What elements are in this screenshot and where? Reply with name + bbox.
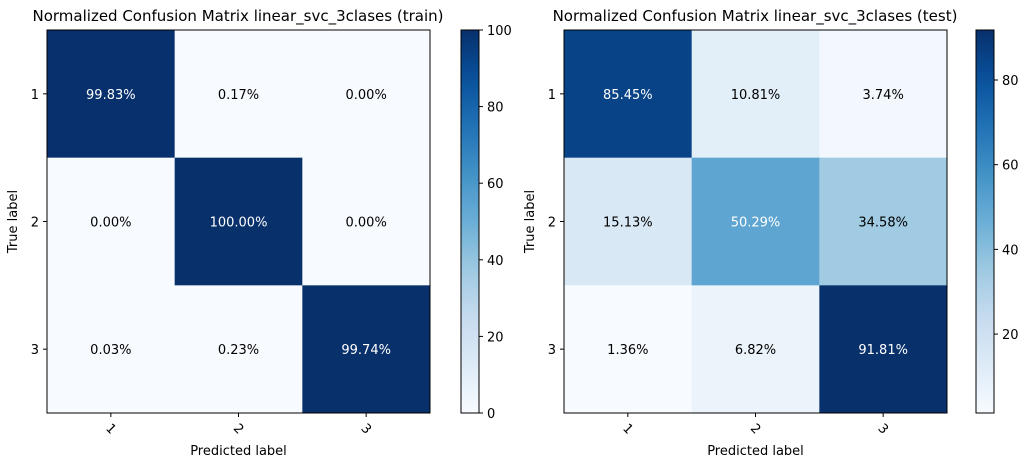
y-tick-label: 1 xyxy=(31,88,39,103)
y-tick-label: 3 xyxy=(31,343,39,358)
cell-value-label: 0.23% xyxy=(218,343,259,358)
y-tick-label: 2 xyxy=(31,216,39,231)
colorbar xyxy=(975,29,995,414)
y-tick-label: 2 xyxy=(548,216,556,231)
colorbar xyxy=(460,29,480,414)
chart-title: Normalized Confusion Matrix linear_svc_3… xyxy=(33,7,444,26)
heatmap-cell xyxy=(302,30,431,159)
heatmap-cell xyxy=(302,157,431,286)
heatmap-cell xyxy=(691,285,820,414)
confusion-matrix-train: Normalized Confusion Matrix linear_svc_3… xyxy=(6,7,512,459)
heatmap-cell xyxy=(174,285,303,414)
heatmap-cell xyxy=(691,157,820,286)
confusion-matrix-test: Normalized Confusion Matrix linear_svc_3… xyxy=(523,7,1019,459)
x-tick-label: 3 xyxy=(875,421,891,437)
heatmap-cell xyxy=(691,30,820,159)
y-axis-label: True label xyxy=(6,190,21,254)
colorbar-tick-label: 100 xyxy=(487,24,512,39)
heatmap-cell xyxy=(47,157,176,286)
cell-value-label: 91.81% xyxy=(858,343,908,358)
heatmap-cell xyxy=(564,285,693,414)
colorbar-tick-label: 20 xyxy=(1002,328,1019,343)
cell-value-label: 99.83% xyxy=(86,88,136,103)
cell-value-label: 15.13% xyxy=(603,216,653,231)
colorbar-tick-label: 0 xyxy=(487,407,495,422)
cell-value-label: 6.82% xyxy=(735,343,776,358)
cell-value-label: 3.74% xyxy=(863,88,904,103)
cell-value-label: 85.45% xyxy=(603,88,653,103)
heatmap-cell xyxy=(47,30,176,159)
y-tick-label: 1 xyxy=(548,88,556,103)
chart-title: Normalized Confusion Matrix linear_svc_3… xyxy=(553,7,958,26)
cell-value-label: 100.00% xyxy=(210,216,268,231)
x-tick-label: 1 xyxy=(102,421,118,437)
colorbar-tick-label: 80 xyxy=(1002,74,1019,89)
colorbar-tick-label: 20 xyxy=(487,330,504,345)
x-tick-label: 1 xyxy=(619,421,635,437)
cell-value-label: 0.17% xyxy=(218,88,259,103)
x-axis-label: Predicted label xyxy=(190,444,287,459)
cell-value-label: 10.81% xyxy=(731,88,781,103)
heatmap-cell xyxy=(174,157,303,286)
cell-value-label: 0.00% xyxy=(346,216,387,231)
heatmap-cell xyxy=(819,285,948,414)
x-tick-label: 2 xyxy=(230,421,246,437)
colorbar-tick-label: 40 xyxy=(487,254,504,269)
heatmap-cell xyxy=(47,285,176,414)
heatmap-cell xyxy=(564,30,693,159)
heatmap-cell xyxy=(302,285,431,414)
x-axis-label: Predicted label xyxy=(707,444,804,459)
cell-value-label: 0.00% xyxy=(90,216,131,231)
cell-value-label: 0.03% xyxy=(90,343,131,358)
cell-value-label: 1.36% xyxy=(607,343,648,358)
y-axis-label: True label xyxy=(523,190,538,254)
cell-value-label: 34.58% xyxy=(858,216,908,231)
colorbar-tick-label: 40 xyxy=(1002,243,1019,258)
cell-value-label: 0.00% xyxy=(346,88,387,103)
colorbar-tick-label: 60 xyxy=(487,177,504,192)
x-tick-label: 2 xyxy=(747,421,763,437)
y-tick-label: 3 xyxy=(548,343,556,358)
cell-value-label: 99.74% xyxy=(341,343,391,358)
heatmap-cell xyxy=(564,157,693,286)
cell-value-label: 50.29% xyxy=(731,216,781,231)
x-tick-label: 3 xyxy=(358,421,374,437)
colorbar-tick-label: 60 xyxy=(1002,159,1019,174)
heatmap-cell xyxy=(819,30,948,159)
heatmap-cell xyxy=(174,30,303,159)
colorbar-tick-label: 80 xyxy=(487,101,504,116)
heatmap-cell xyxy=(819,157,948,286)
